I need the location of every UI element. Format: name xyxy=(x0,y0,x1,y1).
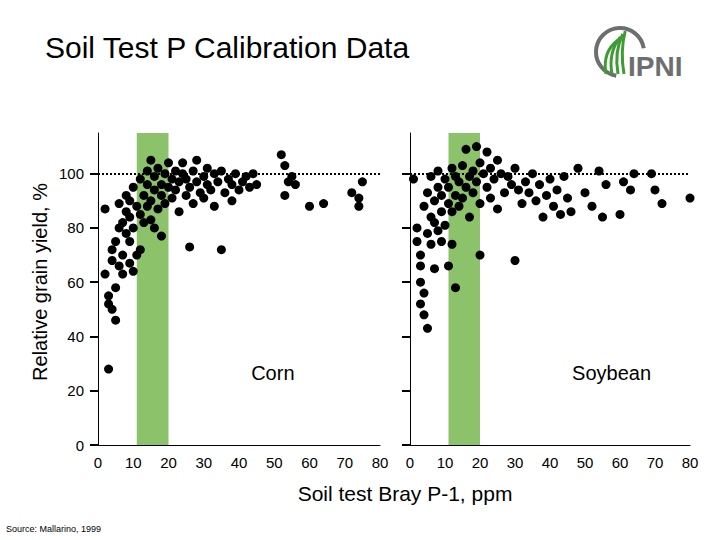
svg-text:0: 0 xyxy=(76,437,84,454)
svg-text:10: 10 xyxy=(125,454,142,471)
svg-text:20: 20 xyxy=(472,454,489,471)
svg-text:50: 50 xyxy=(266,454,283,471)
svg-text:70: 70 xyxy=(647,454,664,471)
svg-text:30: 30 xyxy=(507,454,524,471)
svg-text:40: 40 xyxy=(542,454,559,471)
svg-text:60: 60 xyxy=(612,454,629,471)
svg-text:Source: Mallarino, 1999: Source: Mallarino, 1999 xyxy=(6,524,101,534)
svg-text:Relative grain yield, %: Relative grain yield, % xyxy=(29,183,51,381)
svg-text:80: 80 xyxy=(682,454,699,471)
svg-text:70: 70 xyxy=(336,454,353,471)
svg-text:0: 0 xyxy=(406,454,414,471)
svg-text:20: 20 xyxy=(160,454,177,471)
svg-text:IPNI: IPNI xyxy=(628,51,682,82)
svg-text:Soil test Bray P-1, ppm: Soil test Bray P-1, ppm xyxy=(298,482,513,505)
svg-text:80: 80 xyxy=(372,454,389,471)
svg-text:10: 10 xyxy=(437,454,454,471)
svg-text:0: 0 xyxy=(94,454,102,471)
svg-text:60: 60 xyxy=(301,454,318,471)
svg-text:20: 20 xyxy=(67,382,84,399)
svg-text:Corn: Corn xyxy=(251,362,294,384)
svg-text:Soil Test P Calibration Data: Soil Test P Calibration Data xyxy=(45,31,409,64)
svg-text:100: 100 xyxy=(59,165,84,182)
svg-text:40: 40 xyxy=(231,454,248,471)
svg-text:30: 30 xyxy=(195,454,212,471)
svg-text:Soybean: Soybean xyxy=(572,362,651,384)
svg-text:50: 50 xyxy=(577,454,594,471)
svg-text:40: 40 xyxy=(67,328,84,345)
svg-text:80: 80 xyxy=(67,219,84,236)
svg-text:60: 60 xyxy=(67,274,84,291)
